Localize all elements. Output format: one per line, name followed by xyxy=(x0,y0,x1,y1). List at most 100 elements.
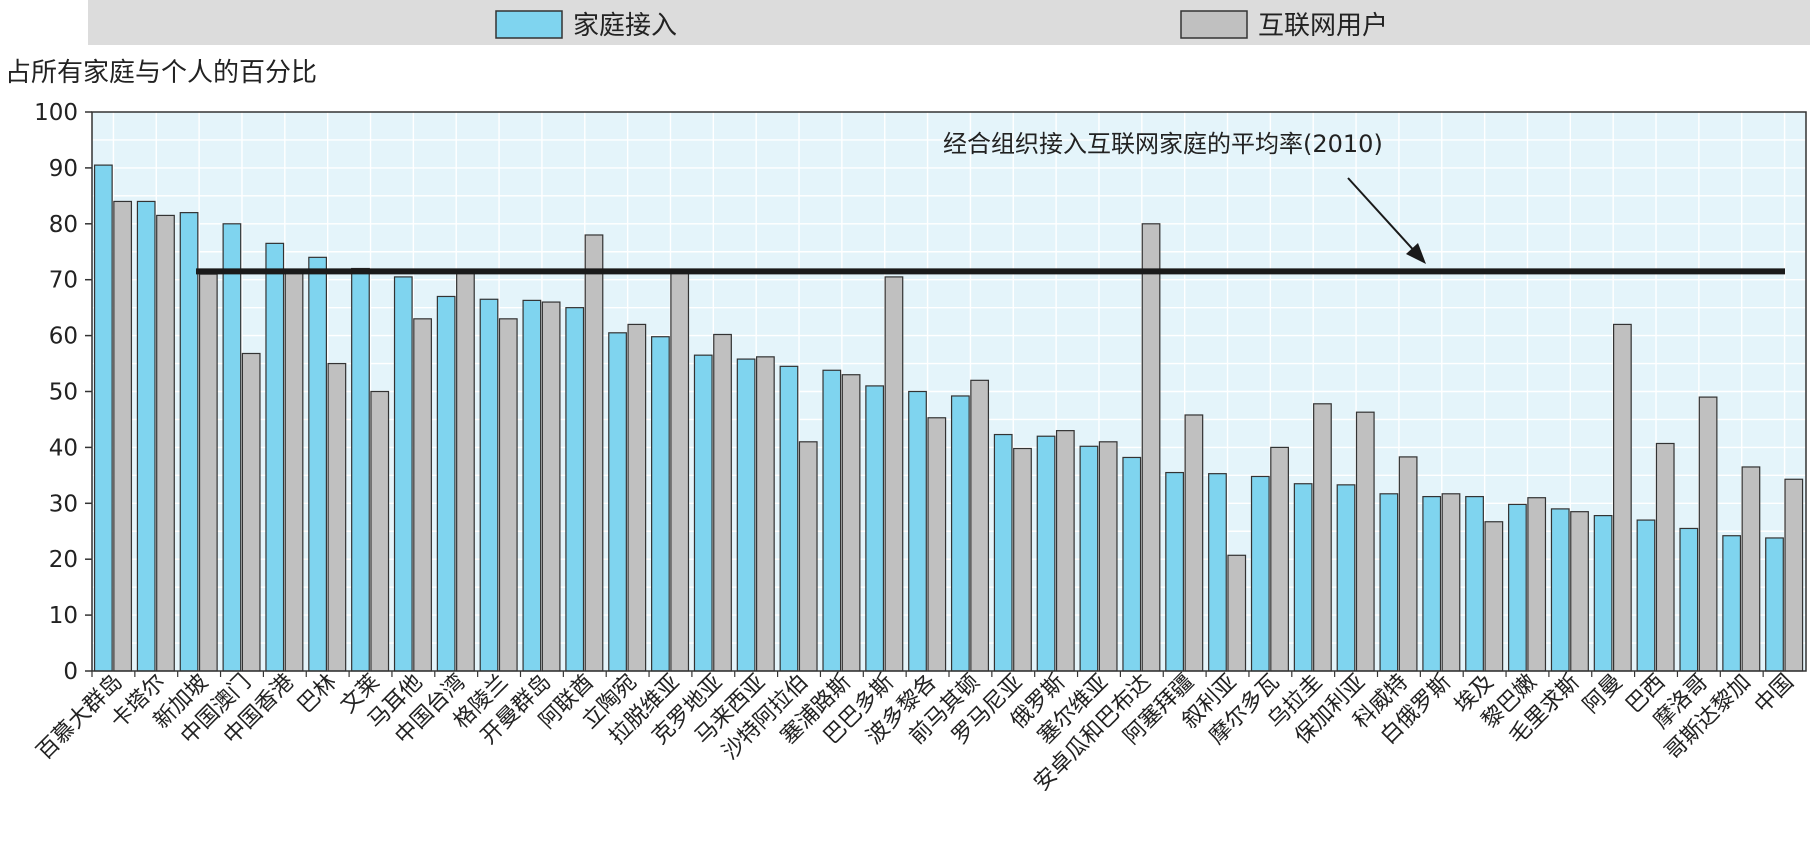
bar-internet-users xyxy=(713,333,732,672)
legend-background xyxy=(88,0,1810,45)
y-tick-label: 0 xyxy=(63,659,78,685)
bar-internet-users xyxy=(1655,442,1675,672)
bar-household xyxy=(651,336,670,672)
bar-household xyxy=(265,242,285,672)
y-tick-label: 60 xyxy=(49,324,78,350)
bar-household xyxy=(1422,495,1442,672)
y-tick-label: 40 xyxy=(49,435,78,461)
annotation-arrow-head xyxy=(1406,243,1426,264)
legend-swatch-internet-users xyxy=(1180,10,1248,39)
annotation-arrow-shaft xyxy=(1347,177,1419,256)
bar-household xyxy=(865,385,885,672)
bar-household xyxy=(1250,475,1270,672)
y-axis-label: 占所有家庭与个人的百分比 xyxy=(5,58,317,88)
bar-household xyxy=(1679,527,1699,672)
bar-household xyxy=(351,267,370,672)
bar-internet-users xyxy=(198,273,218,672)
bar-internet-users xyxy=(627,323,647,672)
bar-internet-users xyxy=(1570,511,1589,672)
bar-internet-users xyxy=(1698,396,1718,672)
bar-internet-users xyxy=(1355,411,1375,672)
bar-household xyxy=(308,256,327,672)
bar-internet-users xyxy=(156,214,175,672)
bar-internet-users xyxy=(113,200,133,672)
legend-label-internet-users: 互联网用户 xyxy=(1258,11,1388,41)
legend-swatch-household xyxy=(495,10,563,39)
bar-internet-users xyxy=(1270,446,1289,672)
bar-household xyxy=(222,223,242,672)
bar-internet-users xyxy=(413,318,432,672)
bar-internet-users xyxy=(1441,493,1461,672)
bar-household xyxy=(779,365,799,672)
y-tick-label: 100 xyxy=(34,100,78,126)
bar-household xyxy=(1208,473,1227,672)
bar-internet-users xyxy=(884,276,904,672)
bar-internet-users xyxy=(1141,223,1161,672)
y-axis-ticks: 0 10 20 30 40 50 60 70 80 90 100 xyxy=(34,100,92,685)
bar-household xyxy=(1379,493,1399,672)
bar-household xyxy=(136,200,156,672)
bar-household xyxy=(1165,471,1184,672)
bar-household xyxy=(1508,503,1527,672)
y-tick-label: 30 xyxy=(49,491,78,517)
bar-internet-users xyxy=(841,374,861,672)
bars xyxy=(91,164,1804,677)
bar-household xyxy=(1079,445,1099,672)
bar-household xyxy=(908,390,927,672)
bar-household xyxy=(479,298,499,672)
bar-household xyxy=(93,164,113,672)
bar-internet-users xyxy=(1098,441,1118,672)
bar-internet-users xyxy=(1055,430,1075,672)
bar-internet-users xyxy=(756,356,775,672)
bar-household xyxy=(1293,483,1313,672)
bar-internet-users xyxy=(1613,323,1632,672)
x-axis-labels: 百慕大群岛卡塔尔新加坡中国澳门中国香港巴林文莱马耳他中国台湾格陵兰开曼群岛阿联酋… xyxy=(32,670,1799,797)
bar-household xyxy=(393,276,413,672)
bar-household xyxy=(1550,508,1570,672)
bar-internet-users xyxy=(370,390,390,672)
bar-household xyxy=(522,299,542,672)
bar-household xyxy=(179,212,199,672)
x-category-label: 巴林 xyxy=(293,670,342,719)
bar-internet-users xyxy=(1227,554,1247,672)
bar-household xyxy=(822,369,842,672)
bar-internet-users xyxy=(798,441,818,672)
bar-household xyxy=(693,354,713,672)
bar-internet-users xyxy=(1313,403,1332,672)
y-tick-label: 90 xyxy=(49,156,78,182)
bar-internet-users xyxy=(241,352,261,672)
y-tick-label: 50 xyxy=(49,380,78,406)
y-tick-label: 20 xyxy=(49,547,78,573)
oecd-average-annotation: 经合组织接入互联网家庭的平均率(2010) xyxy=(943,130,1383,158)
bar-internet-users xyxy=(456,270,475,672)
bar-internet-users xyxy=(1527,497,1547,672)
bar-internet-users xyxy=(541,301,561,672)
bar-household xyxy=(993,433,1013,672)
bar-internet-users xyxy=(584,234,604,672)
bar-internet-users xyxy=(498,318,518,672)
bar-household xyxy=(1593,514,1613,672)
y-tick-label: 10 xyxy=(49,603,78,629)
bar-household xyxy=(736,358,756,672)
bar-internet-users xyxy=(670,270,690,672)
bar-internet-users xyxy=(1398,456,1418,672)
bar-internet-users xyxy=(284,270,304,672)
bar-household xyxy=(608,332,627,672)
legend-label-household: 家庭接入 xyxy=(573,11,677,41)
bar-internet-users xyxy=(1013,447,1032,672)
bar-household xyxy=(1122,456,1142,672)
bar-internet-users xyxy=(970,379,990,672)
bar-internet-users xyxy=(1484,521,1504,672)
bar-household xyxy=(1765,537,1784,672)
x-category-label: 中国 xyxy=(1750,670,1799,719)
bar-internet-users xyxy=(1741,466,1761,672)
bar-household xyxy=(950,395,970,672)
bar-household xyxy=(1636,519,1656,672)
bar-household xyxy=(1036,435,1056,672)
bar-internet-users xyxy=(1184,414,1204,672)
plot-frame xyxy=(91,111,1807,672)
bar-household xyxy=(1722,535,1742,672)
gridlines xyxy=(92,112,1806,671)
legend: 家庭接入 互联网用户 xyxy=(88,0,1810,45)
